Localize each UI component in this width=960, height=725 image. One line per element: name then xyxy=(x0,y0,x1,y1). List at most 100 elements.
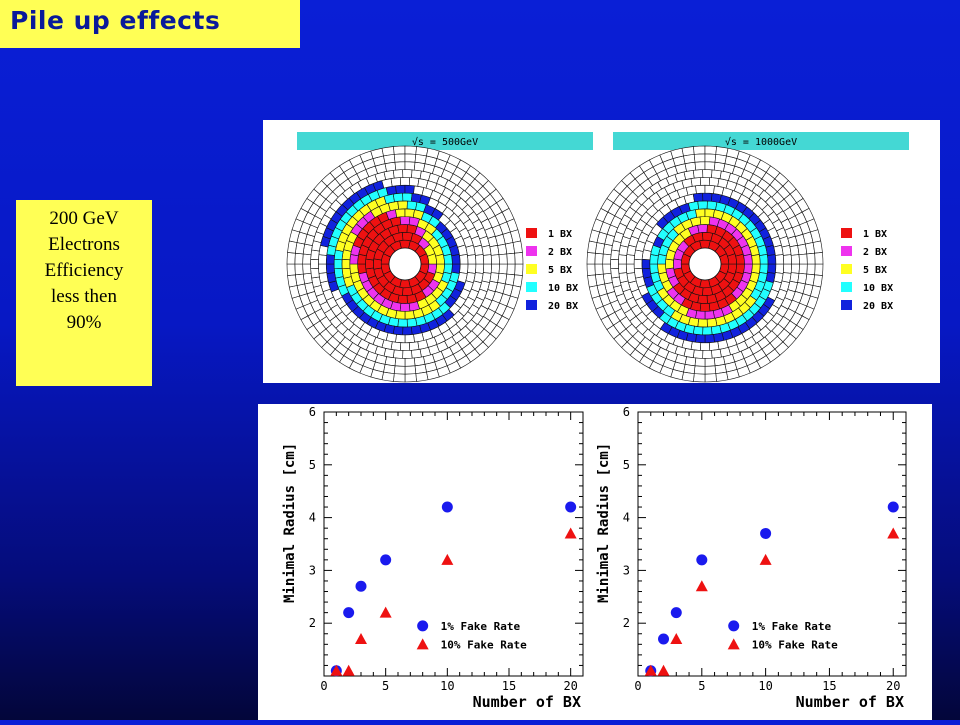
ring-cell xyxy=(694,357,706,367)
ring-cell xyxy=(692,349,704,359)
ring-cell xyxy=(404,184,415,194)
ring-map: √s = 1000GeV 1 BX 2 BX 5 BX 10 BX 20 BX xyxy=(586,132,909,383)
ring-map: √s = 500GeV 1 BX 2 BX 5 BX 10 BX 20 BX xyxy=(286,132,593,383)
ring-cell xyxy=(333,258,343,270)
legend-marker-circle xyxy=(728,620,740,632)
ring-cell xyxy=(467,263,477,274)
ring-cell xyxy=(618,263,628,274)
ring-cell xyxy=(681,371,695,382)
legend-swatch xyxy=(526,282,537,292)
legend-label: 2 BX xyxy=(863,247,887,258)
ring-cell xyxy=(318,254,328,265)
y-tick-label: 5 xyxy=(309,458,316,472)
ring-cell xyxy=(475,263,485,274)
ring-cell xyxy=(402,350,413,359)
data-point-triangle xyxy=(670,633,683,645)
legend-swatch xyxy=(841,300,852,310)
data-point-triangle xyxy=(644,664,657,676)
y-tick-label: 2 xyxy=(623,616,630,630)
scatter-plot: 0 5 10 15 20 2 3 4 5 6 Number of BX Minimal Radius … xyxy=(596,405,907,711)
ring-cell xyxy=(602,263,612,275)
x-tick-label: 15 xyxy=(502,679,516,693)
ring-cell xyxy=(767,254,777,265)
ring-cell xyxy=(318,263,328,274)
ring-cell xyxy=(404,145,417,155)
ring-cell xyxy=(506,263,516,276)
ring-cell xyxy=(514,263,524,276)
ring-cell xyxy=(775,263,785,274)
ring-cell xyxy=(482,254,492,265)
data-point-triangle xyxy=(759,553,772,565)
ring-cell xyxy=(399,216,411,226)
y-tick-label: 3 xyxy=(309,563,316,577)
y-tick-label: 6 xyxy=(309,405,316,419)
x-tick-label: 20 xyxy=(563,679,577,693)
energy-label-bar xyxy=(613,132,909,150)
ring-cell xyxy=(397,224,408,234)
ring-cell xyxy=(673,258,682,270)
ring-cell xyxy=(415,371,429,382)
ring-cell xyxy=(393,153,406,163)
ring-cell xyxy=(406,317,418,328)
legend-label: 5 BX xyxy=(863,265,887,276)
legend-swatch xyxy=(841,246,852,256)
ring-cell xyxy=(704,365,717,375)
ring-cell xyxy=(435,253,445,265)
ring-cell xyxy=(392,325,404,336)
ring-cell xyxy=(702,326,713,336)
ring-cell xyxy=(594,252,604,265)
ring-cell xyxy=(294,252,304,265)
ring-cell xyxy=(692,325,704,336)
legend-swatch xyxy=(526,264,537,274)
ring-cell xyxy=(294,263,304,276)
ring-cell xyxy=(759,254,769,265)
ring-cell xyxy=(467,254,477,265)
ring-cell xyxy=(404,153,417,163)
legend-label: 10% Fake Rate xyxy=(752,638,838,651)
ring-cell xyxy=(693,153,706,163)
ring-cell xyxy=(402,169,413,178)
legend-marker-circle xyxy=(417,620,429,632)
ring-cell xyxy=(393,365,406,375)
ring-cell xyxy=(625,254,635,265)
ring-cell xyxy=(399,302,411,312)
data-point-circle xyxy=(565,501,577,513)
ring-cell xyxy=(390,177,402,187)
ring-cell xyxy=(806,252,816,265)
ring-cell xyxy=(381,371,395,382)
ring-cell xyxy=(704,161,716,171)
x-tick-label: 0 xyxy=(634,679,641,693)
data-point-circle xyxy=(355,580,367,592)
y-tick-label: 5 xyxy=(623,458,630,472)
ring-cell xyxy=(341,258,351,270)
x-axis-label: Number of BX xyxy=(473,693,581,711)
ring-cell xyxy=(618,254,628,265)
ring-cell xyxy=(625,263,635,274)
ring-cell xyxy=(310,268,320,279)
ring-cell xyxy=(415,146,429,157)
legend-label: 2 BX xyxy=(548,247,572,258)
ring-cell xyxy=(708,177,720,187)
legend-label: 1% Fake Rate xyxy=(752,620,832,633)
ring-cell xyxy=(775,254,785,265)
x-tick-label: 20 xyxy=(886,679,900,693)
ring-cell xyxy=(704,145,717,155)
ring-cell xyxy=(665,258,674,270)
ring-cell xyxy=(702,350,713,359)
ring-cell xyxy=(812,240,823,254)
note-line: Efficiency xyxy=(44,260,124,281)
ring-cell xyxy=(411,348,422,359)
ring-cell xyxy=(711,348,722,359)
ring-cell xyxy=(814,252,824,265)
ring-cell xyxy=(790,263,800,274)
ring-cell xyxy=(704,357,716,367)
ring-cell xyxy=(397,200,408,210)
ring-cell xyxy=(411,169,422,180)
data-point-triangle xyxy=(379,606,392,618)
x-tick-label: 10 xyxy=(440,679,454,693)
note-box: 200 GeV Electrons Efficiency less then 9… xyxy=(16,200,152,386)
ring-cell xyxy=(373,258,382,270)
ring-cell xyxy=(767,263,777,274)
ring-cell xyxy=(759,263,769,274)
ring-cell xyxy=(498,253,508,265)
